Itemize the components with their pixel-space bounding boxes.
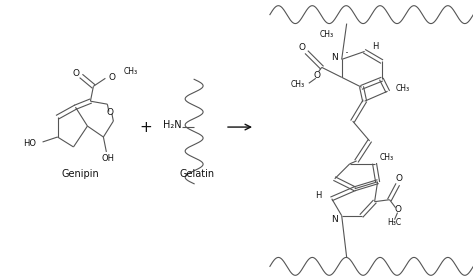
Text: CH₃: CH₃	[319, 30, 334, 39]
Text: H₂N: H₂N	[163, 120, 182, 130]
Text: CH₃: CH₃	[123, 67, 137, 76]
Text: H: H	[315, 191, 322, 200]
Text: N: N	[331, 53, 338, 62]
Text: OH: OH	[102, 154, 115, 163]
Text: O: O	[298, 43, 305, 52]
Text: ·: ·	[345, 47, 349, 60]
Text: Gelatin: Gelatin	[180, 169, 215, 179]
Text: H₃C: H₃C	[387, 218, 401, 227]
Text: O: O	[394, 205, 401, 214]
Text: N: N	[331, 215, 337, 224]
Text: HO: HO	[23, 140, 36, 148]
Text: O: O	[73, 69, 80, 78]
Text: +: +	[139, 120, 152, 134]
Text: CH₃: CH₃	[291, 80, 305, 89]
Text: O: O	[107, 108, 114, 117]
Text: CH₃: CH₃	[395, 84, 410, 93]
Text: O: O	[395, 174, 402, 183]
Text: O: O	[313, 71, 320, 80]
Text: O: O	[109, 73, 115, 82]
Text: Genipin: Genipin	[62, 169, 100, 179]
Text: CH₃: CH₃	[380, 153, 394, 162]
Text: H: H	[373, 42, 379, 51]
